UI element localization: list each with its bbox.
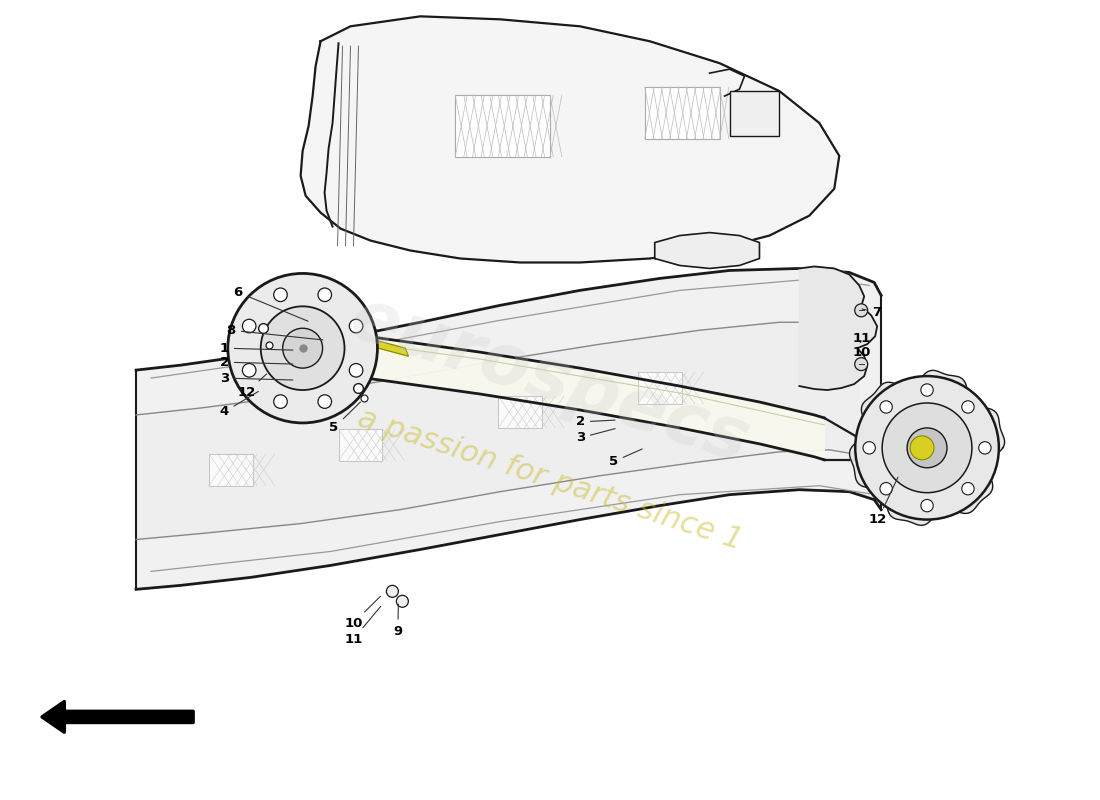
Bar <box>645 87 719 139</box>
Text: 5: 5 <box>608 449 642 468</box>
Circle shape <box>921 499 933 512</box>
Text: 10: 10 <box>344 596 381 630</box>
Circle shape <box>350 319 363 333</box>
Circle shape <box>242 363 256 377</box>
Polygon shape <box>800 266 877 390</box>
Polygon shape <box>849 370 1004 526</box>
Text: 10: 10 <box>852 346 871 358</box>
Circle shape <box>283 328 322 368</box>
Circle shape <box>350 363 363 377</box>
Text: 4: 4 <box>220 391 258 418</box>
Circle shape <box>864 442 876 454</box>
Text: 9: 9 <box>393 604 403 638</box>
Bar <box>455 95 550 157</box>
Polygon shape <box>306 328 824 460</box>
Text: a passion for parts since 1: a passion for parts since 1 <box>354 404 746 556</box>
Circle shape <box>855 304 868 317</box>
Polygon shape <box>345 332 408 356</box>
Circle shape <box>979 442 991 454</box>
Circle shape <box>318 395 331 408</box>
Circle shape <box>921 384 933 396</box>
Polygon shape <box>300 16 839 262</box>
Circle shape <box>318 288 331 302</box>
Circle shape <box>910 436 934 460</box>
Text: 7: 7 <box>862 306 881 319</box>
Bar <box>638 372 682 404</box>
FancyArrowPatch shape <box>42 702 194 732</box>
Circle shape <box>961 482 975 495</box>
Text: 6: 6 <box>233 286 308 322</box>
Polygon shape <box>136 269 881 590</box>
Circle shape <box>908 428 947 468</box>
Text: eurospecs: eurospecs <box>342 283 758 477</box>
Text: 2: 2 <box>220 356 293 369</box>
Circle shape <box>396 595 408 607</box>
Circle shape <box>855 376 999 519</box>
Text: 8: 8 <box>227 324 322 340</box>
Bar <box>498 396 542 428</box>
Polygon shape <box>136 322 859 539</box>
Circle shape <box>855 358 868 370</box>
Circle shape <box>261 306 344 390</box>
Text: 12: 12 <box>869 478 898 526</box>
Circle shape <box>242 319 256 333</box>
Text: 1: 1 <box>220 342 293 354</box>
Circle shape <box>228 274 377 423</box>
Circle shape <box>274 395 287 408</box>
Bar <box>339 429 383 461</box>
Circle shape <box>274 288 287 302</box>
Text: 11: 11 <box>344 606 381 646</box>
Bar <box>209 454 253 486</box>
Bar <box>729 91 780 136</box>
Circle shape <box>880 482 892 495</box>
Circle shape <box>880 401 892 413</box>
Polygon shape <box>654 233 759 269</box>
Circle shape <box>961 401 975 413</box>
Circle shape <box>882 403 972 493</box>
Text: 3: 3 <box>220 371 293 385</box>
Text: 5: 5 <box>329 402 361 434</box>
Text: 11: 11 <box>852 332 871 345</box>
Text: 2: 2 <box>575 415 615 429</box>
Text: 12: 12 <box>238 374 266 398</box>
Circle shape <box>386 586 398 598</box>
Text: 3: 3 <box>575 429 615 444</box>
